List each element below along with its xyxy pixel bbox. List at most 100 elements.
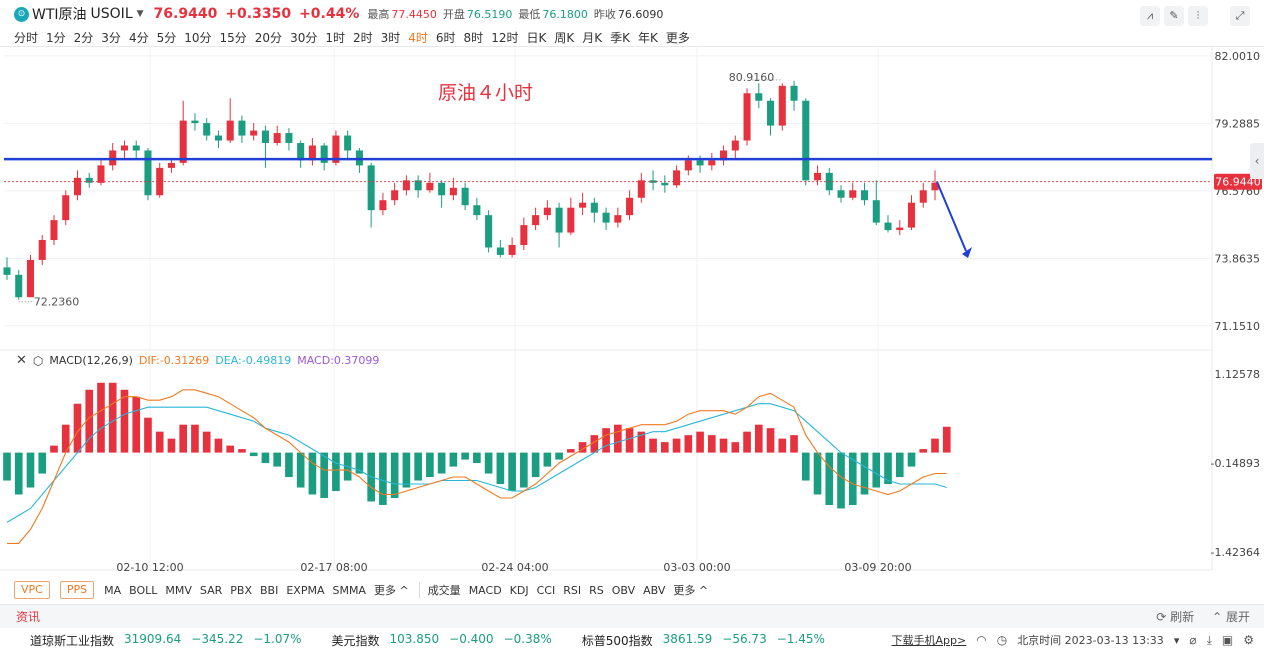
sub-indicator-item[interactable]: 成交量	[427, 584, 461, 597]
candle-body	[261, 130, 269, 144]
main-indicator-item[interactable]: MA	[104, 583, 122, 597]
candle-body	[191, 120, 199, 124]
period-tab[interactable]: 日K	[526, 31, 547, 45]
settings-icon[interactable]: ⬡	[32, 353, 44, 368]
candle-body	[449, 187, 457, 196]
period-tab[interactable]: 周K	[554, 31, 575, 45]
ticker-change: −56.73	[722, 631, 767, 646]
candle-body	[661, 182, 669, 186]
period-tab[interactable]: 1时	[325, 31, 345, 45]
candle-body	[332, 135, 340, 163]
period-tab[interactable]: 2时	[352, 31, 373, 45]
sub-indicator-item[interactable]: 更多 ^	[673, 584, 709, 597]
macd-dea-value: DEA:-0.49819	[215, 354, 292, 367]
line-chart-icon[interactable]: ⩘	[1140, 6, 1160, 26]
candle-body	[743, 93, 751, 141]
period-tab[interactable]: 月K	[582, 31, 603, 45]
period-tab[interactable]: 12时	[491, 31, 519, 45]
main-indicator-item[interactable]: EXPMA	[286, 583, 325, 597]
fullscreen-icon[interactable]: ⤢	[1230, 6, 1250, 26]
main-indicator-item[interactable]: SAR	[199, 583, 223, 597]
screenshot-icon[interactable]: ▣	[1221, 633, 1234, 647]
period-tab[interactable]: 20分	[254, 31, 283, 45]
price-tick-label: 79.2885	[1215, 117, 1261, 130]
period-tab[interactable]: 更多	[665, 31, 690, 45]
candle-body	[179, 120, 187, 163]
price-change: +0.3350	[225, 6, 292, 22]
candle-body	[496, 247, 504, 255]
macd-histogram-bar	[931, 438, 939, 453]
ticker-name[interactable]: 道琼斯工业指数	[30, 633, 115, 648]
macd-header: ✕ ⬡ MACD(12,26,9) DIF:-0.31269 DEA:-0.49…	[16, 353, 379, 368]
period-tab[interactable]: 8时	[463, 31, 484, 45]
draw-icon[interactable]: ✎	[1164, 6, 1184, 26]
attachment-icon[interactable]: ⌀	[1189, 633, 1197, 647]
sub-indicator-item[interactable]: OBV	[611, 583, 636, 597]
expand-button[interactable]: ⌃ 展开	[1212, 610, 1250, 624]
sub-indicator-item[interactable]: MACD	[468, 583, 502, 597]
gear-icon[interactable]: ⚙	[1243, 633, 1254, 647]
news-title[interactable]: 资讯	[16, 610, 41, 624]
main-indicator-item[interactable]: BOLL	[129, 583, 158, 597]
macd-histogram-bar	[437, 452, 446, 474]
period-tab[interactable]: 年K	[637, 31, 658, 45]
indicator-toggle-button[interactable]: PPS	[59, 581, 95, 599]
symbol-code[interactable]: USOIL	[90, 6, 133, 22]
main-indicator-item[interactable]: MMV	[165, 583, 192, 597]
period-tab[interactable]: 30分	[290, 31, 318, 45]
period-tab[interactable]: 4时	[408, 31, 428, 45]
candle-body	[250, 130, 258, 136]
sub-indicator-item[interactable]: CCI	[536, 583, 556, 597]
refresh-button[interactable]: ⟳ 刷新	[1156, 610, 1195, 624]
ticker-name[interactable]: 美元指数	[331, 633, 380, 648]
period-tab[interactable]: 分时	[14, 31, 39, 45]
period-tab[interactable]: 6时	[435, 31, 456, 45]
main-indicator-item[interactable]: 更多 ^	[373, 584, 409, 597]
current-price: 76.9440	[153, 6, 218, 22]
sub-indicator-item[interactable]: ABV	[643, 583, 666, 597]
indicator-icon[interactable]: ⫶	[1188, 6, 1208, 26]
close-icon[interactable]: ✕	[16, 353, 27, 368]
period-tab[interactable]: 10分	[184, 31, 212, 45]
indicator-bar: VPC PPS MA BOLL MMV SAR PBX BBI EXPMA SMMA 更多 ^ 成交量…	[14, 580, 716, 600]
price-chart[interactable]: 82.001079.288576.576073.863571.151076.94…	[0, 46, 1264, 576]
period-tab[interactable]: 3分	[101, 31, 121, 45]
ticker-value: 3861.59	[662, 631, 713, 646]
download-icon[interactable]: ⤓	[1206, 632, 1212, 647]
candle-body	[555, 207, 563, 233]
download-app-link[interactable]: 下载手机App>	[891, 634, 967, 647]
indicator-toggle-button[interactable]: VPC	[14, 581, 50, 599]
trend-arrow-line	[936, 181, 967, 252]
period-tab[interactable]: 5分	[156, 31, 177, 45]
period-tab[interactable]: 季K	[610, 31, 630, 45]
macd-histogram-bar	[402, 452, 411, 488]
sub-indicator-item[interactable]: RS	[589, 583, 604, 597]
candle-body	[637, 180, 645, 198]
open-value: 76.5190	[466, 7, 513, 21]
macd-histogram-bar	[825, 452, 834, 505]
symbol-name[interactable]: WTI原油	[32, 7, 87, 23]
macd-histogram-bar	[919, 449, 928, 453]
candle-body	[860, 190, 869, 201]
chevron-down-icon[interactable]: ▼	[136, 9, 144, 19]
period-tab[interactable]: 3时	[380, 31, 401, 45]
main-indicator-item[interactable]: SMMA	[332, 583, 366, 597]
collapse-sidebar-icon[interactable]: ‹	[1250, 143, 1264, 179]
time-chevron-icon[interactable]: ▾	[1173, 633, 1180, 647]
ticker-name[interactable]: 标普500指数	[581, 633, 653, 648]
period-tab[interactable]: 2分	[73, 31, 94, 45]
period-tab[interactable]: 1分	[46, 31, 66, 45]
period-tab[interactable]: 4分	[128, 31, 149, 45]
candle-body	[579, 202, 587, 208]
candle-body	[837, 190, 845, 198]
chart-toolbar: ⩘ ✎ ⫶ ⤢	[1140, 6, 1250, 26]
candle-body	[673, 170, 681, 186]
macd-histogram-bar	[120, 389, 129, 453]
sub-indicator-item[interactable]: RSI	[563, 583, 582, 597]
main-indicator-item[interactable]: BBI	[259, 583, 279, 597]
beijing-time[interactable]: 北京时间 2023-03-13 13:33	[1017, 634, 1164, 647]
period-tab[interactable]: 15分	[219, 31, 247, 45]
macd-histogram-bar	[449, 452, 458, 467]
sub-indicator-item[interactable]: KDJ	[509, 583, 529, 597]
main-indicator-item[interactable]: PBX	[230, 583, 252, 597]
